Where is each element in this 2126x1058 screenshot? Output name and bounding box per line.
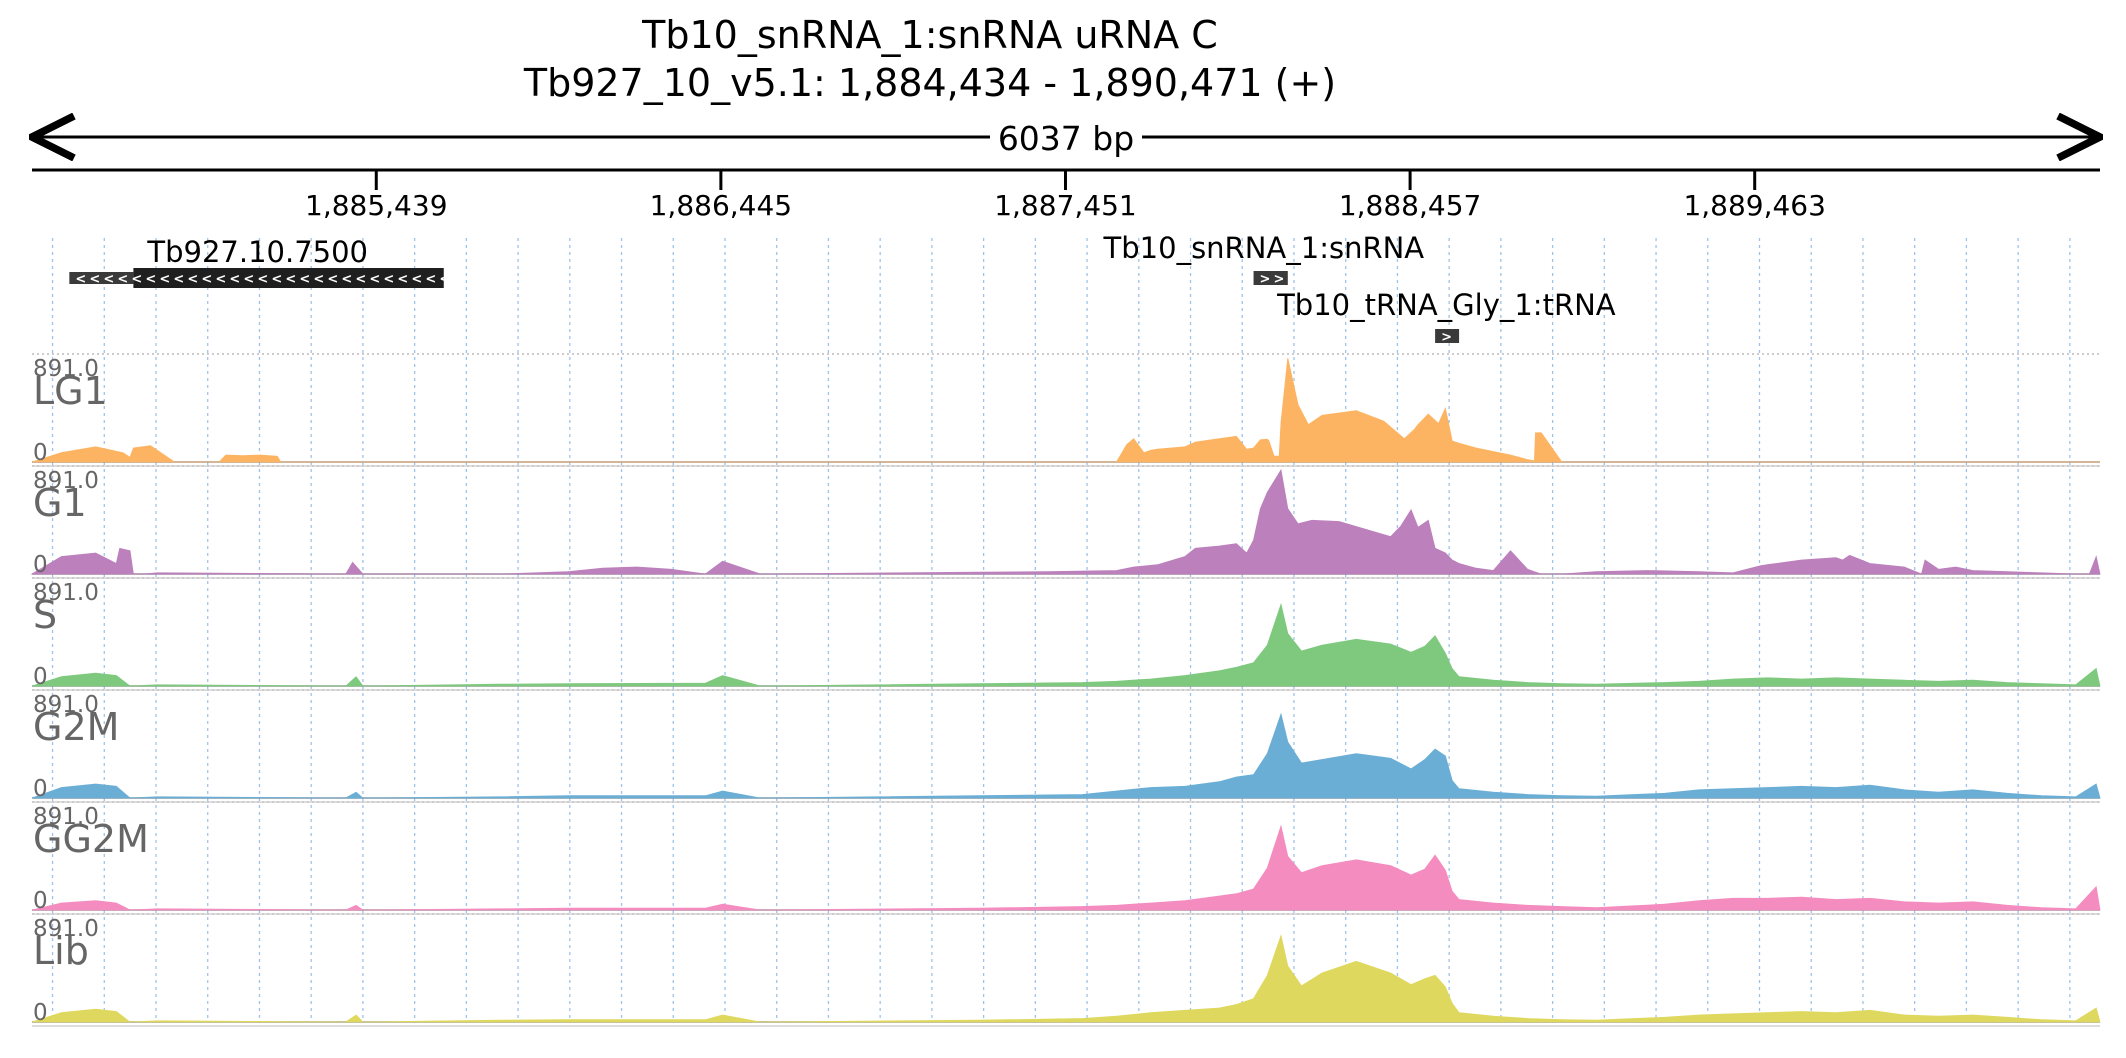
track-min-label: 0 (33, 776, 48, 802)
strand-chevron: < (173, 272, 184, 287)
strand-chevron: > (1260, 272, 1271, 287)
track-min-label: 0 (33, 888, 48, 914)
strand-chevron: < (187, 272, 198, 287)
axis-tick-label: 1,887,451 (994, 189, 1137, 222)
track-name: LG1 (33, 369, 108, 413)
strand-chevron: < (355, 272, 366, 287)
coverage-area (31, 824, 2101, 911)
strand-chevron: < (327, 272, 338, 287)
coverage-area (31, 934, 2101, 1023)
track-min-label: 0 (33, 664, 48, 690)
track-s: 891.0S 0 (31, 577, 2101, 691)
strand-chevron: < (271, 272, 282, 287)
track-max-label: 891.0 (33, 468, 99, 494)
coverage-area (31, 357, 2100, 463)
coverage-area (31, 712, 2101, 799)
gene-feature: > > Tb10_snRNA_1:snRNA (1103, 231, 1425, 287)
axis-tick-label: 1,888,457 (1339, 189, 1482, 222)
axis-tick-label: 1,889,463 (1683, 189, 1826, 222)
axis-tick-label: 1,885,439 (305, 189, 448, 222)
track-name: G1 (33, 481, 87, 525)
strand-chevron: < (75, 272, 86, 287)
strand-chevron: < (201, 272, 212, 287)
strand-chevron: < (411, 272, 422, 287)
gene-label: Tb10_snRNA_1:snRNA (1103, 231, 1425, 265)
coverage-tracks: 891.0LG10891.0G10891.0S0891.0G2M0891.0GG… (30, 353, 2101, 1027)
strand-chevron: < (229, 272, 240, 287)
strand-chevron: < (103, 272, 114, 287)
strand-chevron: < (369, 272, 380, 287)
track-min-label: 0 (33, 1000, 48, 1026)
strand-chevron: < (341, 272, 352, 287)
track-max-label: 891.0 (33, 804, 99, 830)
strand-chevron: < (257, 272, 268, 287)
gene-body (1253, 271, 1288, 285)
track-name: GG2M (33, 817, 149, 861)
strand-chevron: < (313, 272, 324, 287)
gene-features: < < < < < < < < < < < < < < < < < < < < < < < < < < <Tb927.10.7500… (69, 231, 1616, 345)
track-name: Lib (33, 929, 89, 973)
strand-chevron: < (145, 272, 156, 287)
coverage-area (30, 468, 2101, 575)
track-name: S (33, 593, 57, 637)
strand-chevron: < (285, 272, 296, 287)
gene-feature: > Tb10_tRNA_Gly_1:tRNA (1276, 288, 1616, 345)
gene-body (1435, 329, 1460, 343)
coverage-area (31, 602, 2101, 687)
track-max-label: 891.0 (33, 356, 99, 382)
gridlines (51, 238, 2071, 1022)
gene-label: Tb927.10.7500 (146, 235, 368, 269)
gene-feature: < < < < < < < < < < < < < < < < < < < < < < < < < < <Tb927.10.7500 (69, 235, 450, 288)
track-g1: 891.0G1 0 (30, 465, 2101, 579)
strand-chevron: < (397, 272, 408, 287)
location-label: Tb927_10_v5.1: 1,884,434 - 1,890,471 (+) (523, 61, 1336, 105)
axis-tick-label: 1,886,445 (650, 189, 793, 222)
strand-chevron: < (131, 272, 142, 287)
strand-chevron: > (1441, 330, 1452, 345)
gene-utr (69, 272, 134, 284)
span-label: 6037 bp (998, 119, 1134, 158)
figure-title: Tb10_snRNA_1:snRNA uRNA C (641, 13, 1218, 57)
track-name: G2M (33, 705, 119, 749)
strand-chevron: < (439, 272, 450, 287)
strand-chevron: < (383, 272, 394, 287)
track-max-label: 891.0 (33, 580, 99, 606)
track-min-label: 0 (33, 552, 48, 578)
axis-ticks: 1,885,439 1,886,445 1,887,451 1,888,457 1,88… (305, 170, 1826, 222)
gene-body (133, 268, 444, 288)
strand-chevron: < (89, 272, 100, 287)
strand-chevron: < (215, 272, 226, 287)
track-max-label: 891.0 (33, 692, 99, 718)
strand-chevron: < (299, 272, 310, 287)
span-label-bg (990, 117, 1142, 157)
strand-chevron: < (425, 272, 436, 287)
strand-chevron: < (117, 272, 128, 287)
strand-chevron: > (1274, 272, 1285, 287)
track-max-label: 891.0 (33, 916, 99, 942)
strand-chevron: < (243, 272, 254, 287)
strand-chevron: < (159, 272, 170, 287)
track-min-label: 0 (33, 440, 48, 466)
gene-label: Tb10_tRNA_Gly_1:tRNA (1276, 288, 1616, 322)
